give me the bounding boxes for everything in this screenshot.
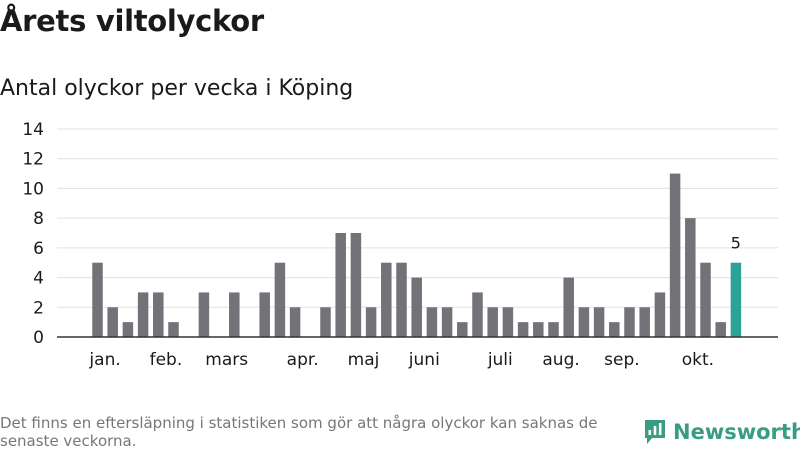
y-tick-label: 14 (22, 120, 44, 140)
bar (153, 292, 164, 337)
bar-chart: 0 2 4 6 8 10 12 14 5 jan. feb. mars apr. maj juni juli a… (22, 120, 778, 370)
bar (396, 262, 407, 337)
bar (715, 322, 726, 337)
x-tick-label: jan. (88, 350, 120, 370)
chart-subtitle: Antal olyckor per vecka i Köping (0, 76, 354, 101)
bar (533, 322, 544, 337)
bar (289, 307, 301, 337)
bar (624, 307, 635, 337)
bar (381, 262, 392, 337)
y-tick-label: 12 (22, 150, 44, 170)
bar (457, 322, 468, 337)
highlighted-bar (730, 262, 742, 337)
bar (487, 307, 498, 337)
bar (548, 322, 559, 337)
bar (274, 262, 286, 337)
bar (593, 307, 605, 337)
x-tick-label: juli (487, 350, 513, 370)
y-tick-label: 2 (33, 298, 44, 318)
bar (502, 307, 514, 337)
y-tick-label: 6 (33, 239, 44, 259)
bar (259, 292, 270, 337)
x-tick-label: okt. (682, 350, 714, 370)
y-tick-label: 10 (22, 179, 44, 199)
bar (92, 262, 103, 337)
bar (411, 277, 422, 337)
x-tick-label: feb. (150, 350, 183, 370)
bar (350, 233, 362, 337)
bar (107, 307, 118, 337)
data-label: 5 (731, 234, 741, 253)
y-tick-label: 8 (33, 209, 44, 229)
bar (365, 307, 377, 337)
footnote: Det finns en eftersläpning i statistiken… (0, 414, 598, 450)
bar (426, 307, 438, 337)
bar (578, 307, 590, 337)
bar (563, 277, 574, 337)
bar (472, 292, 483, 337)
bar (654, 292, 666, 337)
bar (137, 292, 149, 337)
x-tick-label: maj (348, 350, 380, 370)
bar (168, 322, 179, 337)
y-tick-label: 0 (33, 328, 44, 348)
x-tick-label: juni (408, 350, 440, 370)
bar (122, 322, 134, 337)
bar (700, 262, 711, 337)
bar (517, 322, 529, 337)
bar (441, 307, 453, 337)
y-tick-label: 4 (33, 269, 44, 289)
x-tick-label: aug. (542, 350, 579, 370)
bar (320, 307, 331, 337)
bar (335, 233, 346, 337)
brand-name: Newsworthy (673, 420, 800, 444)
bar (639, 307, 650, 337)
x-tick-label: sep. (604, 350, 640, 370)
newsworthy-logo-icon (645, 420, 665, 444)
bar (609, 322, 620, 337)
chart-title: Årets viltolyckor (0, 4, 264, 38)
x-tick-label: mars (205, 350, 248, 370)
bar (229, 292, 240, 337)
bar (198, 292, 210, 337)
x-tick-label: apr. (287, 350, 319, 370)
newsworthy-brand: Newsworthy (643, 418, 800, 446)
bar (669, 173, 681, 337)
bar (685, 218, 696, 337)
